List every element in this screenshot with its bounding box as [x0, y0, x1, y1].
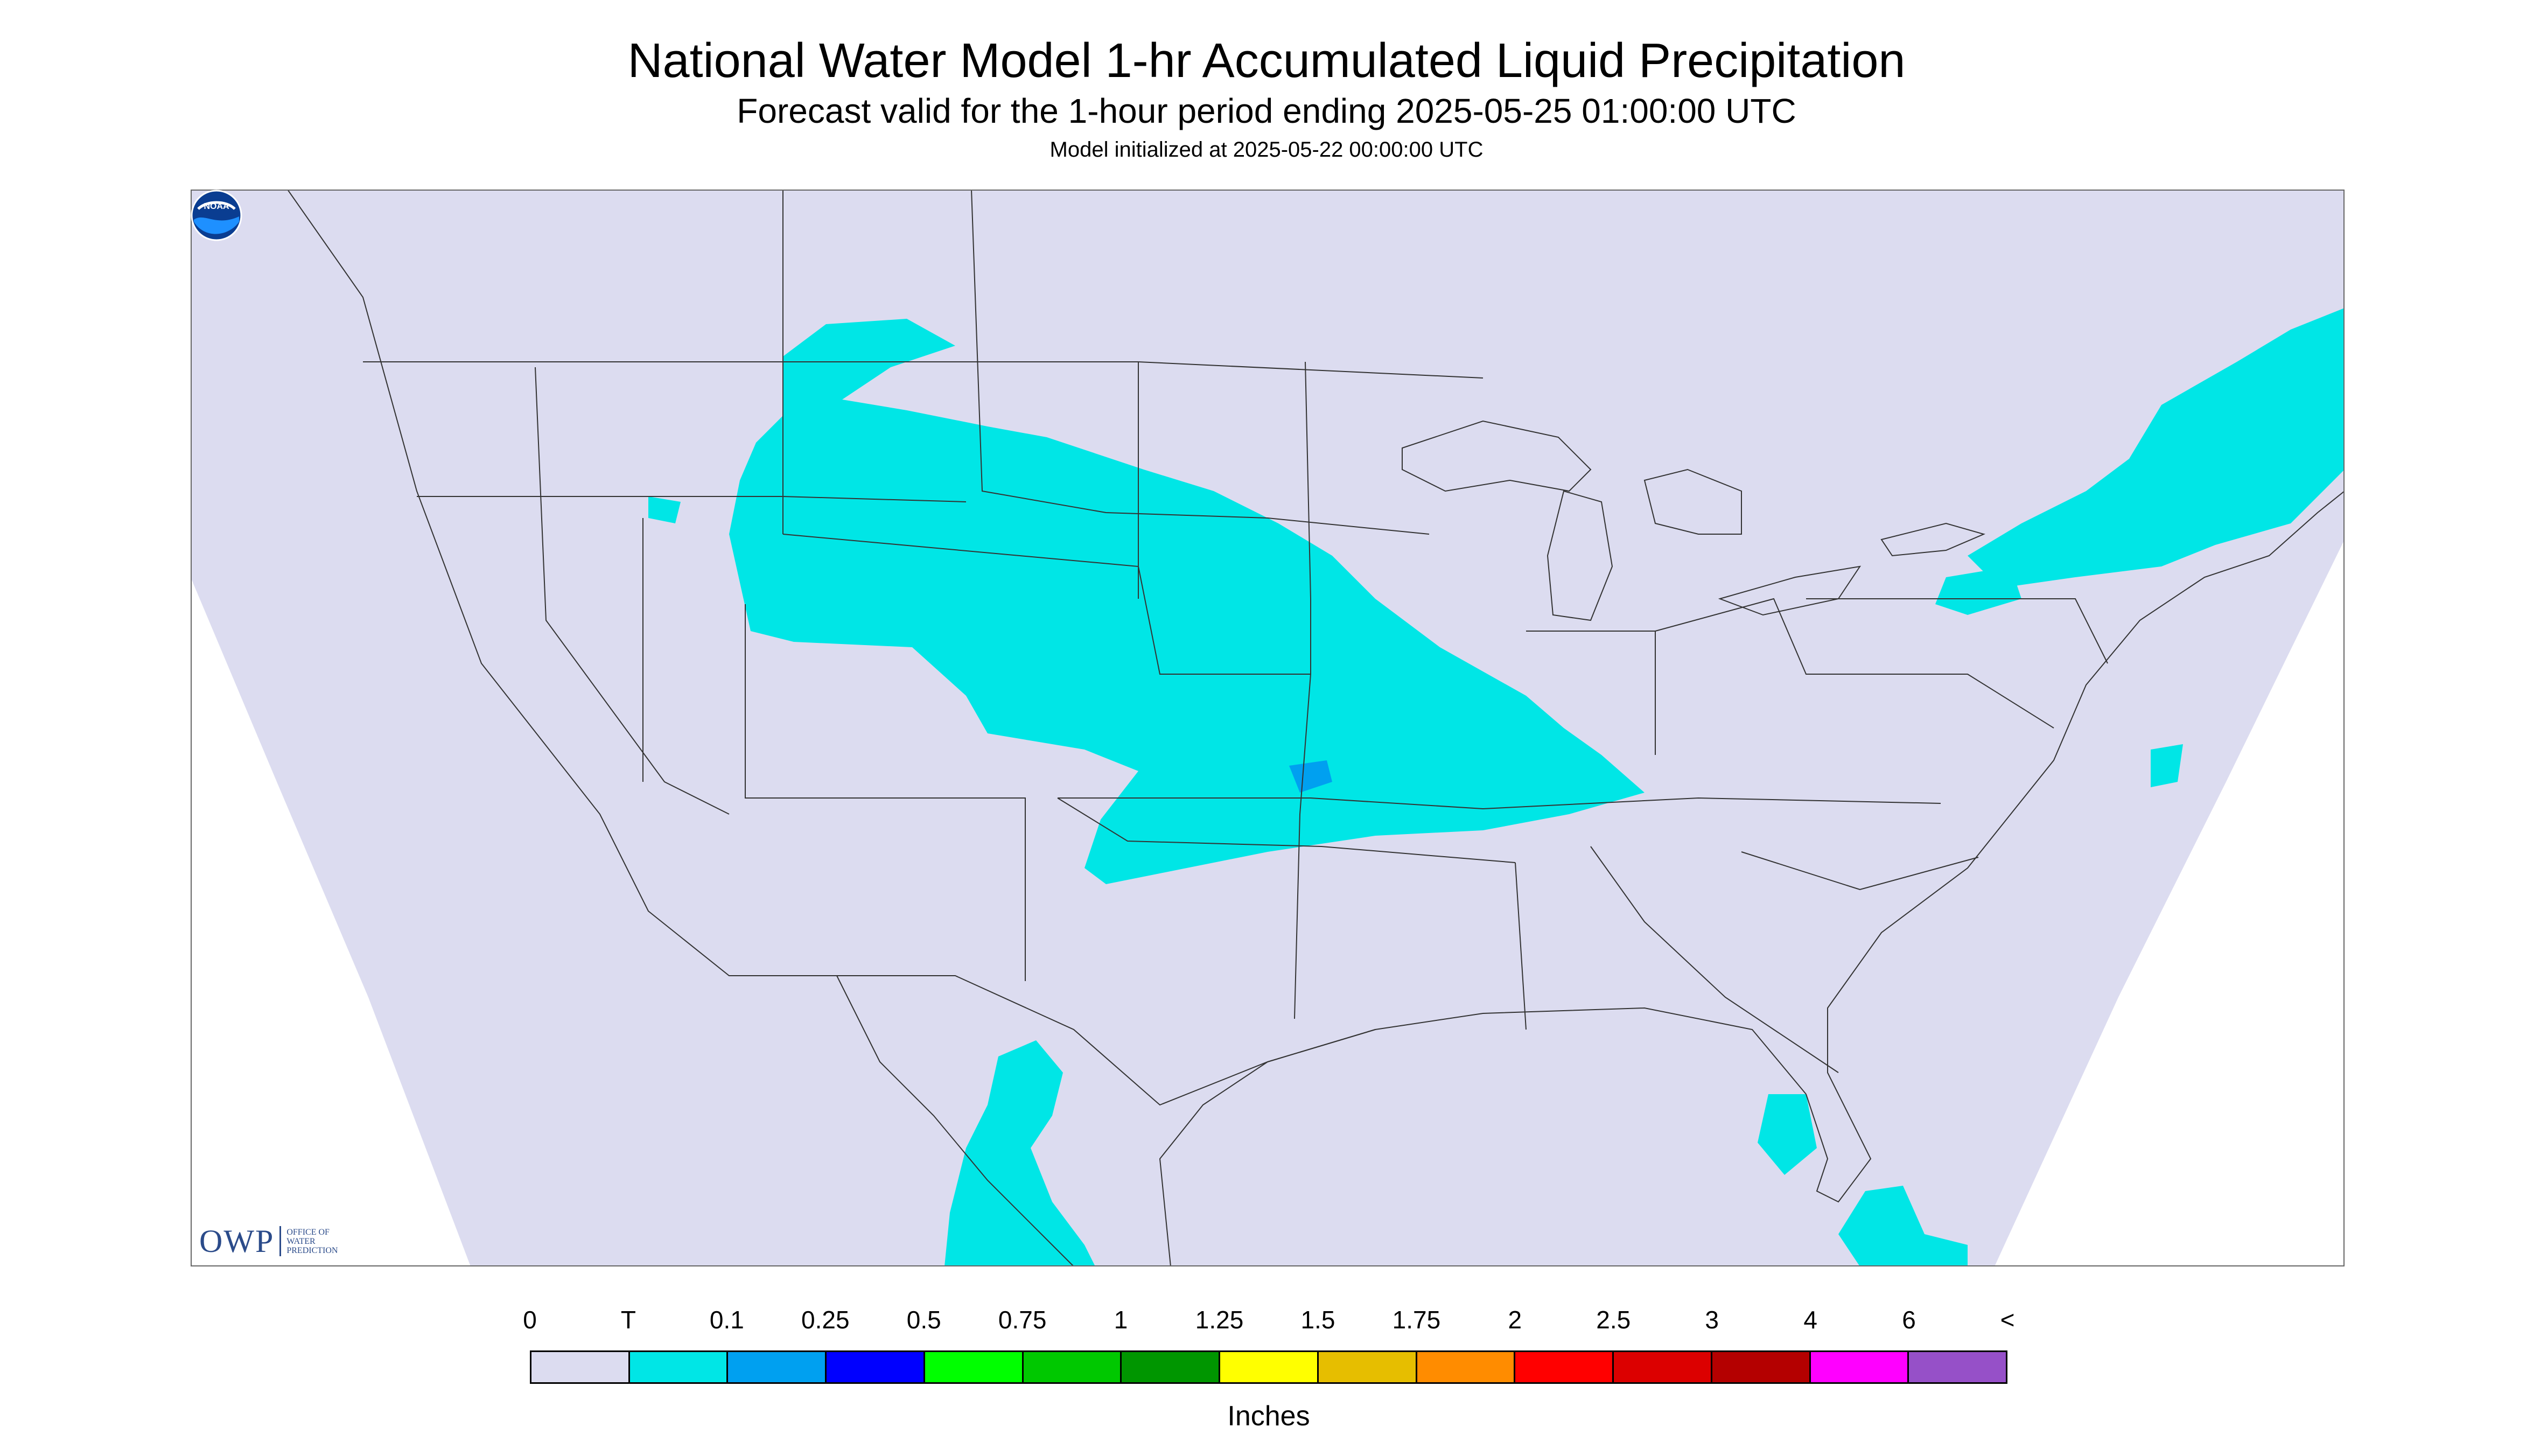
legend-swatch — [1614, 1352, 1712, 1382]
legend-swatch — [629, 1352, 729, 1382]
owp-logo-divider — [279, 1226, 282, 1256]
color-legend: 0 T 0.1 0.25 0.5 0.75 1 1.25 1.5 1.75 2 2.5 3 4 6 < Inc… — [523, 1292, 2014, 1432]
legend-tick-label: 4 — [1803, 1306, 1817, 1334]
legend-unit-label: Inches — [1227, 1401, 1310, 1432]
great-lakes-outline — [1402, 420, 1985, 621]
outside-domain-east — [1995, 540, 2345, 1266]
legend-tick-label: 6 — [1902, 1306, 1916, 1334]
state-boundaries — [287, 190, 2108, 1106]
coastline — [836, 491, 2345, 1266]
legend-tick-label: 0 — [523, 1306, 537, 1334]
legend-tick-label: 2.5 — [1596, 1306, 1631, 1334]
legend-swatch — [1220, 1352, 1319, 1382]
map-title: National Water Model 1-hr Accumulated Li… — [627, 34, 1906, 88]
precip-area-kansas-core — [1289, 760, 1332, 793]
map-subtitle: Forecast valid for the 1-hour period end… — [737, 92, 1796, 130]
legend-tick-label: < — [2000, 1306, 2015, 1334]
legend-swatch — [728, 1352, 827, 1382]
legend-tick-label: 0.25 — [801, 1306, 850, 1334]
precip-area-florida — [1758, 1094, 1817, 1175]
legend-tick-label: 2 — [1508, 1306, 1522, 1334]
map-frame — [191, 190, 2345, 1266]
legend-tick-label: 0.1 — [709, 1306, 744, 1334]
owp-logo: OWP OFFICE OF WATER PREDICTION — [199, 1222, 362, 1260]
legend-swatch — [1122, 1352, 1221, 1382]
legend-swatch — [1417, 1352, 1516, 1382]
map-canvas — [191, 190, 2345, 1266]
outside-domain-west — [191, 577, 471, 1266]
legend-swatch — [1318, 1352, 1417, 1382]
precip-trace-areas — [648, 308, 2345, 1266]
legend-tick-label: 1.25 — [1195, 1306, 1244, 1334]
legend-tick-label: 1 — [1114, 1306, 1128, 1334]
noaa-logo-icon: NOAA — [191, 190, 242, 241]
legend-tick-label: T — [620, 1306, 636, 1334]
legend-swatch — [1909, 1352, 2006, 1382]
owp-logo-line: WATER — [286, 1236, 316, 1246]
legend-swatch — [827, 1352, 925, 1382]
model-init-label: Model initialized at 2025-05-22 00:00:00… — [1049, 138, 1484, 162]
legend-tick-label: 0.5 — [906, 1306, 941, 1334]
precipitation-map: OWP OFFICE OF WATER PREDICTION NOAA — [191, 190, 2345, 1266]
legend-swatch — [1712, 1352, 1811, 1382]
noaa-logo-text: NOAA — [204, 202, 229, 211]
precip-0-1-areas — [1289, 760, 1332, 793]
precip-area-plains — [729, 319, 1645, 884]
legend-swatch — [531, 1352, 630, 1382]
legend-swatch — [1023, 1352, 1122, 1382]
precip-area-northeast — [1968, 308, 2345, 588]
precip-area-mexico — [944, 1040, 1095, 1266]
owp-logo-subtext: OFFICE OF WATER PREDICTION — [286, 1228, 362, 1255]
precip-area-atlantic — [2151, 744, 2183, 787]
legend-swatches — [530, 1350, 2007, 1384]
legend-tick-label: 0.75 — [998, 1306, 1047, 1334]
precip-area-caribbean — [1838, 1186, 1968, 1266]
legend-tick-label: 1.5 — [1300, 1306, 1335, 1334]
legend-tick-label: 3 — [1705, 1306, 1719, 1334]
precip-area-idaho-spots — [648, 496, 681, 523]
legend-swatch — [1515, 1352, 1614, 1382]
owp-logo-line: PREDICTION — [286, 1245, 338, 1255]
owp-logo-line: OFFICE OF — [286, 1227, 330, 1237]
legend-swatch — [925, 1352, 1024, 1382]
legend-tick-label: 1.75 — [1392, 1306, 1441, 1334]
precip-area-ny — [1935, 566, 2021, 615]
legend-swatch — [1810, 1352, 1909, 1382]
owp-logo-letters: OWP — [199, 1223, 275, 1259]
